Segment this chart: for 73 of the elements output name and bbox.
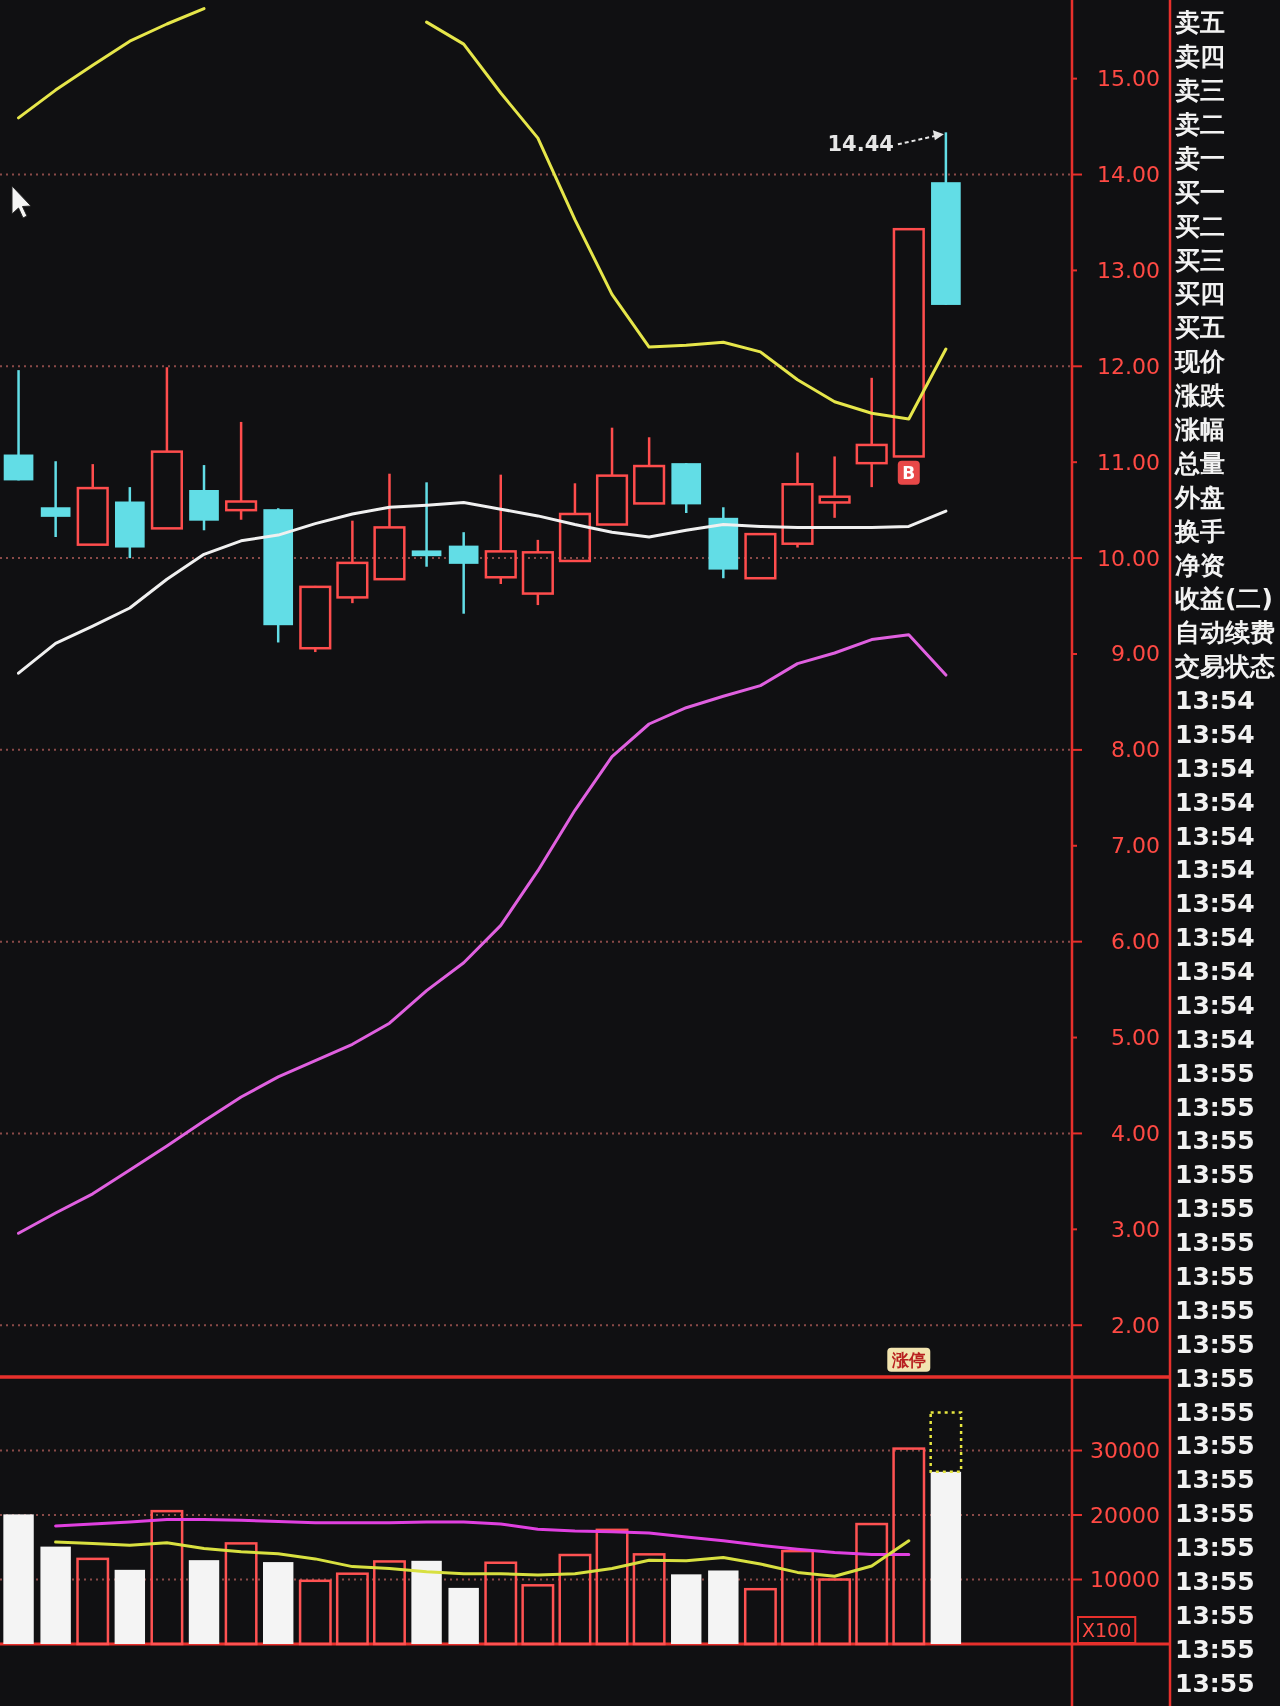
y-tick-label: 20000 — [1090, 1502, 1160, 1528]
text: 交易状态 — [1174, 652, 1275, 682]
text: 买三 — [1175, 245, 1225, 275]
y-tick-label: 10.00 — [1097, 545, 1160, 571]
text: 13:55 — [1175, 1533, 1255, 1563]
y-tick-label: 8.00 — [1111, 737, 1160, 763]
y-label: X100 — [1077, 1616, 1137, 1644]
text: 卖四 — [1175, 42, 1225, 72]
text: 现价 — [1174, 347, 1226, 377]
text: 13:55 — [1175, 1092, 1255, 1122]
text: 13:55 — [1175, 1566, 1255, 1596]
text: 13:55 — [1175, 1160, 1255, 1190]
text: 卖三 — [1175, 76, 1225, 106]
text: 13:54 — [1175, 889, 1255, 919]
text: 13:54 — [1175, 753, 1255, 783]
y-tick-label: 6.00 — [1111, 929, 1160, 955]
text: 总量 — [1174, 448, 1225, 478]
text: 自动续费 — [1175, 618, 1275, 648]
text: 13:54 — [1175, 686, 1255, 716]
y-tick-label: 2.00 — [1111, 1312, 1160, 1338]
text: 13:55 — [1175, 1668, 1255, 1698]
text: 涨幅 — [1174, 415, 1225, 444]
y-tick-label: 14.00 — [1097, 162, 1160, 188]
text: 买四 — [1175, 279, 1225, 309]
text: 13:55 — [1175, 1126, 1255, 1156]
text: 卖一 — [1175, 143, 1225, 173]
data-label: 涨停 — [890, 1349, 926, 1370]
y-tick-label: 13.00 — [1097, 257, 1160, 283]
y-tick-label: 15.00 — [1097, 66, 1160, 92]
text: 13:55 — [1175, 1600, 1255, 1630]
text: 13:55 — [1175, 1363, 1255, 1393]
text: 13:54 — [1175, 787, 1255, 817]
text: 13:54 — [1175, 855, 1255, 885]
text: 13:55 — [1175, 1329, 1255, 1359]
y-tick-label: 11.00 — [1097, 449, 1160, 475]
text: 13:55 — [1175, 1397, 1255, 1427]
text: 13:55 — [1175, 1465, 1255, 1495]
text: 13:55 — [1175, 1499, 1255, 1529]
y-axis-title: X100 — [1082, 1619, 1132, 1641]
text: 买五 — [1175, 313, 1225, 343]
text: 13:55 — [1175, 1194, 1255, 1224]
text: 13:55 — [1175, 1262, 1255, 1291]
text: 13:54 — [1175, 923, 1255, 953]
text: 13:54 — [1175, 990, 1255, 1020]
text: 外盘 — [1174, 482, 1225, 512]
text: 买一 — [1175, 177, 1225, 207]
y-tick-label: 9.00 — [1111, 641, 1160, 667]
annotation: 14.44 — [827, 132, 894, 157]
y-tick-label: 30000 — [1090, 1438, 1160, 1464]
text: 13:54 — [1175, 719, 1255, 749]
text: 卖五 — [1175, 8, 1225, 38]
y-tick-label: 3.00 — [1111, 1216, 1160, 1242]
y-tick-label: 7.00 — [1111, 833, 1160, 859]
text: 涨跌 — [1174, 381, 1226, 411]
text: 换手 — [1174, 516, 1225, 546]
y-tick-label: 12.00 — [1097, 353, 1160, 379]
text: 13:54 — [1175, 1024, 1255, 1054]
text: 13:55 — [1175, 1058, 1255, 1088]
text: 卖二 — [1175, 110, 1225, 140]
text: 13:55 — [1175, 1228, 1255, 1258]
y-tick-label: 4.00 — [1111, 1120, 1160, 1146]
text: 13:55 — [1175, 1431, 1255, 1461]
text: 13:54 — [1175, 957, 1255, 987]
text: 收益(二) — [1175, 584, 1273, 614]
point: 涨停 — [887, 1347, 931, 1372]
y-tick-label: 10000 — [1090, 1567, 1160, 1593]
data-label: B — [902, 462, 916, 483]
text: 13:55 — [1175, 1634, 1255, 1664]
text: 13:54 — [1175, 821, 1255, 851]
text: 净资 — [1175, 550, 1225, 580]
text: 13:55 — [1175, 1295, 1255, 1325]
text: 买二 — [1175, 211, 1225, 241]
y-tick-label: 5.00 — [1111, 1025, 1160, 1051]
